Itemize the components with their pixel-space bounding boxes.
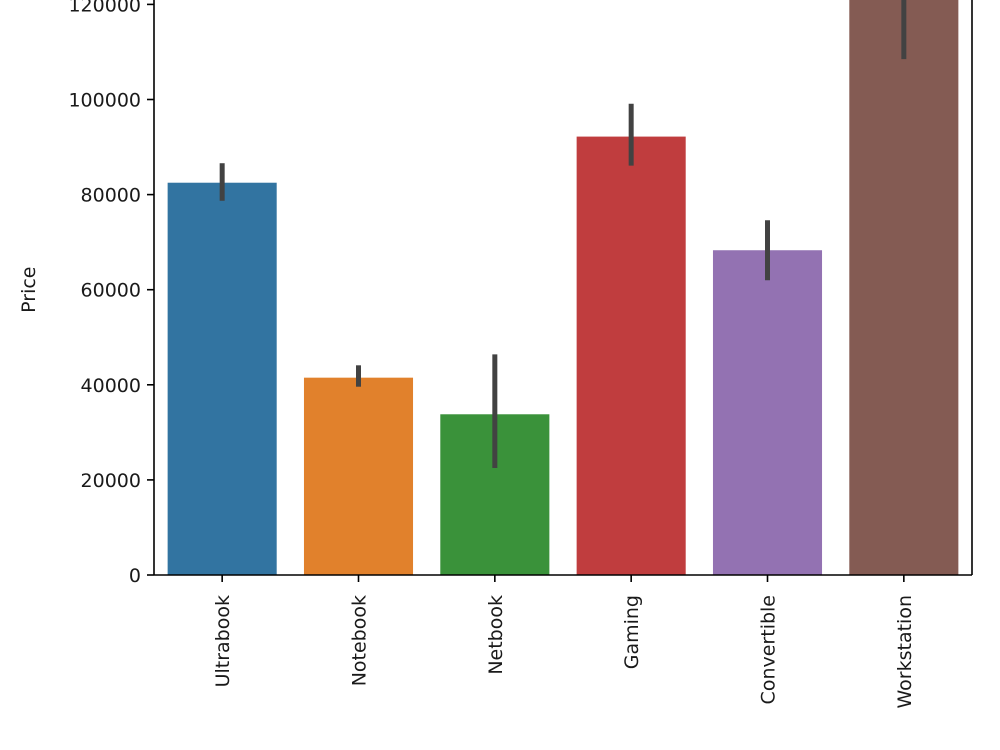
bar-gaming <box>576 136 686 576</box>
y-tick-label: 60000 <box>81 280 141 302</box>
x-tick-label-notebook: Notebook <box>349 595 371 686</box>
x-tick-label-gaming: Gaming <box>621 595 643 669</box>
y-tick-label: 80000 <box>81 185 141 207</box>
bar-convertible <box>712 250 823 575</box>
bar-notebook <box>303 377 414 575</box>
bar-ultrabook <box>167 182 277 575</box>
y-tick-label: 40000 <box>81 375 141 397</box>
x-tick-label-ultrabook: Ultrabook <box>212 595 234 687</box>
y-tick-label: 0 <box>129 565 141 587</box>
bar-workstation <box>849 0 959 575</box>
y-axis-label: Price <box>18 267 40 313</box>
x-tick-label-netbook: Netbook <box>485 595 507 675</box>
x-tick-label-workstation: Workstation <box>894 595 916 709</box>
axes-group: 0 20000 40000 60000 80000 100000 120000 Ultrabo… <box>68 0 973 709</box>
error-bars-group <box>219 0 907 469</box>
x-tick-label-convertible: Convertible <box>758 595 780 704</box>
y-tick-label: 120000 <box>68 0 141 16</box>
bars-group <box>167 0 959 576</box>
y-tick-label: 20000 <box>81 470 141 492</box>
y-tick-label: 100000 <box>68 90 141 112</box>
